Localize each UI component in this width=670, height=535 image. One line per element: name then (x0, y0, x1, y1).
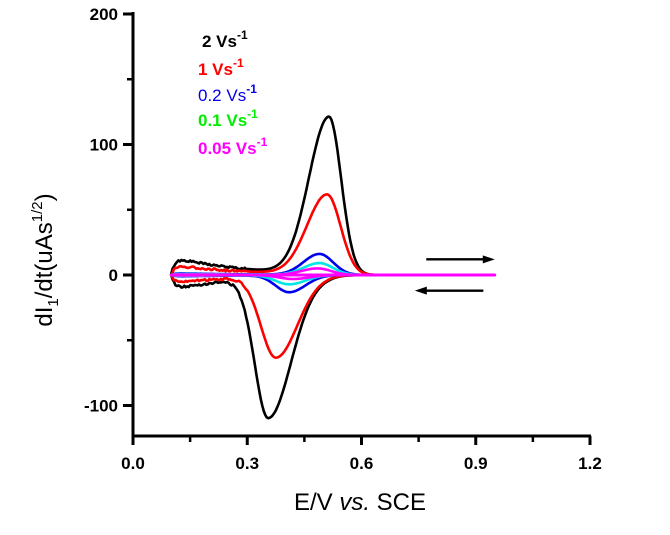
ticks-group: 0.0 0.3 0.6 0.9 1.2 200 100 0 -100 (84, 5, 602, 473)
curves-group (169, 115, 497, 420)
y-tick-label: -100 (84, 397, 118, 416)
x-tick-label: 0.3 (235, 454, 259, 473)
y-axis-title: dI1/dt(uAs1/2) (29, 193, 62, 326)
x-tick-label: 0.6 (350, 454, 374, 473)
scan-direction-arrows (414, 255, 495, 295)
x-tick-label: 0.9 (464, 454, 488, 473)
legend-entry: 1 Vs-1 (198, 56, 244, 79)
y-tick-label: 200 (90, 5, 118, 24)
legend: 2 Vs-1 1 Vs-1 0.2 Vs-10.1 Vs-1 0.05 Vs-1 (198, 28, 268, 158)
scan-arrow-head-right-icon (482, 255, 495, 264)
y-tick-label: 0 (109, 266, 118, 285)
x-axis-title: E/V vs. SCE (294, 489, 426, 516)
x-tick-label: 1.2 (578, 454, 602, 473)
legend-entry: 0.05 Vs-1 (198, 135, 268, 158)
scan-arrow-head-left-icon (414, 286, 427, 295)
y-tick-label: 100 (90, 136, 118, 155)
legend-entry: 0.1 Vs-1 (198, 107, 258, 130)
legend-entry: 2 Vs-1 (202, 28, 248, 51)
legend-entry: 0.2 Vs-1 (198, 82, 257, 105)
x-tick-label: 0.0 (121, 454, 145, 473)
